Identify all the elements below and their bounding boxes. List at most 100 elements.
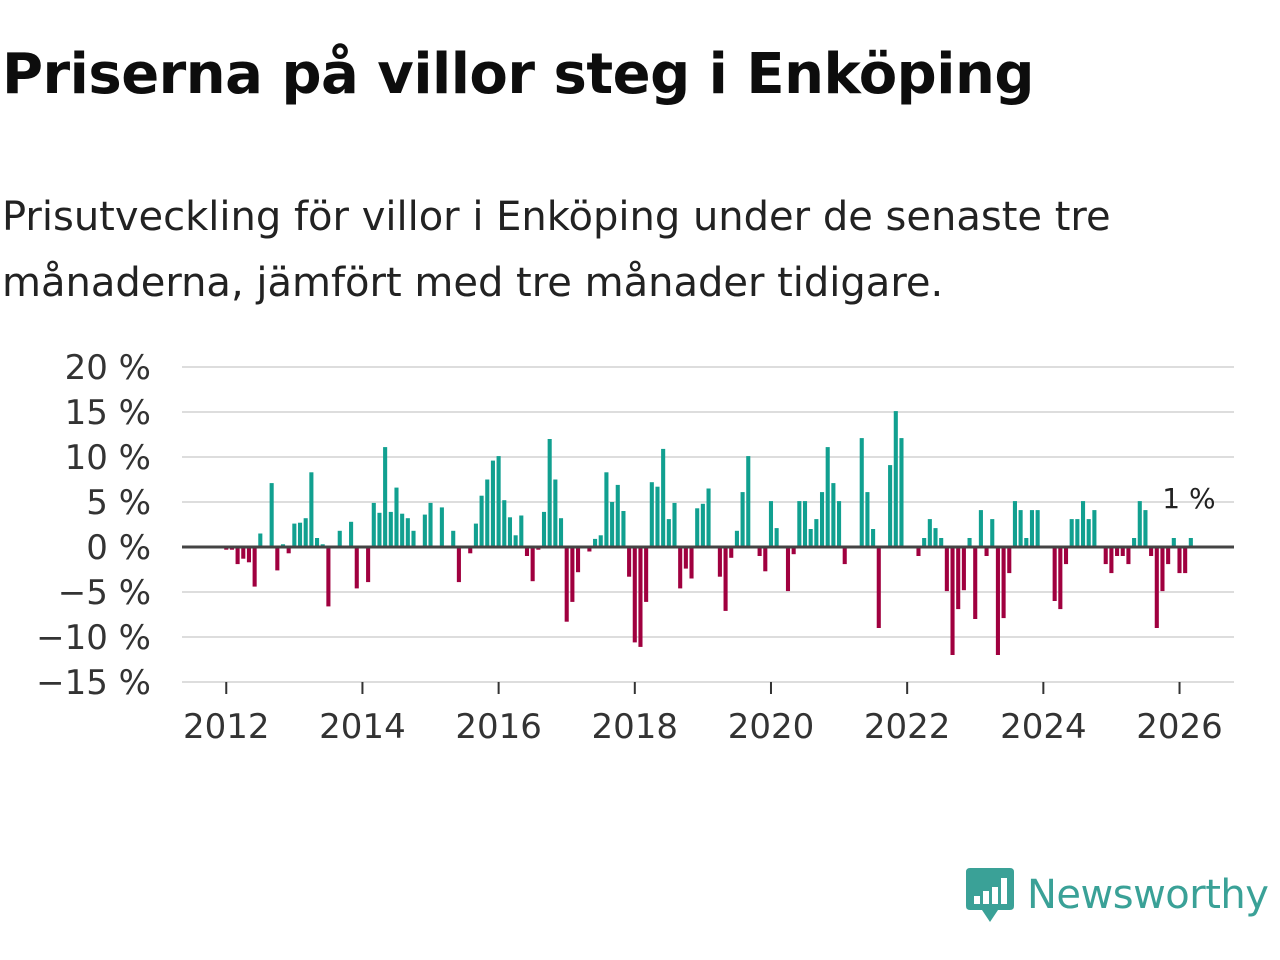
bar <box>349 521 354 547</box>
bar <box>627 547 632 577</box>
bar <box>530 547 535 582</box>
bar <box>808 529 813 547</box>
bar <box>723 547 728 611</box>
bar <box>831 483 836 547</box>
bar <box>1092 510 1097 547</box>
bar <box>485 479 490 547</box>
bar <box>456 547 461 583</box>
bar <box>570 547 575 602</box>
bar <box>1143 510 1148 547</box>
bar <box>576 547 581 573</box>
y-tick-label: 15 % <box>65 393 151 433</box>
bar <box>388 511 393 547</box>
bar <box>292 523 297 547</box>
chart-subtitle: Prisutveckling för villor i Enköping und… <box>2 194 1111 306</box>
newsworthy-logo-icon <box>966 868 1014 922</box>
bar <box>655 486 660 547</box>
bar <box>859 438 864 547</box>
bar <box>1058 547 1063 610</box>
y-tick-label: −10 % <box>36 618 151 658</box>
bar <box>888 465 893 547</box>
bar <box>740 492 745 547</box>
bar <box>638 547 643 647</box>
bar <box>394 487 399 547</box>
bar <box>1029 510 1035 547</box>
bar <box>241 547 246 559</box>
bar <box>797 501 802 547</box>
bar <box>490 460 495 547</box>
bar <box>610 502 615 547</box>
bar <box>729 547 734 558</box>
bar <box>757 547 762 556</box>
x-tick-label: 2014 <box>319 707 406 747</box>
chart-title: Priserna på villor steg i Enköping <box>2 42 1034 107</box>
bar <box>621 511 626 547</box>
newsworthy-logo: Newsworthy <box>965 866 1269 924</box>
bar <box>916 547 921 556</box>
bar <box>746 456 751 547</box>
bar <box>1154 547 1159 628</box>
bar <box>246 547 251 563</box>
bar <box>1080 501 1086 547</box>
bar <box>1086 519 1091 547</box>
bar <box>632 547 637 643</box>
bar <box>1069 519 1074 547</box>
x-tick-label: 2018 <box>592 707 679 747</box>
bar <box>649 482 654 547</box>
bar <box>961 547 966 591</box>
bar <box>666 519 671 547</box>
bar <box>615 484 620 547</box>
bar <box>1063 547 1069 565</box>
bar <box>1052 547 1057 601</box>
bar <box>468 547 473 554</box>
bar <box>524 547 530 556</box>
bar <box>428 502 433 547</box>
bar <box>598 535 603 547</box>
x-tick-label: 2022 <box>864 707 951 747</box>
y-tick-label: 5 % <box>86 483 151 523</box>
bar <box>899 438 904 547</box>
bar <box>269 483 274 547</box>
bar <box>1166 547 1171 565</box>
bar <box>593 538 598 547</box>
bar <box>297 522 303 547</box>
bar <box>366 547 371 583</box>
bar <box>1132 538 1137 547</box>
bar <box>604 472 609 547</box>
bar <box>1109 547 1114 574</box>
bar <box>967 538 972 547</box>
last-value-label: 1 % <box>1162 482 1215 515</box>
bar <box>564 547 569 622</box>
bar <box>309 472 314 547</box>
bar <box>558 518 564 547</box>
bar <box>706 488 711 547</box>
bar <box>717 547 722 577</box>
bar <box>439 507 444 547</box>
bar <box>1126 547 1131 565</box>
bar <box>1024 538 1029 547</box>
bar <box>871 529 876 547</box>
bar <box>842 547 847 565</box>
bar <box>950 547 955 655</box>
bar <box>922 538 927 547</box>
bar <box>1120 547 1125 556</box>
bar <box>1007 547 1012 574</box>
x-tick-label: 2026 <box>1136 707 1223 747</box>
bar <box>825 447 830 547</box>
bar <box>700 503 705 547</box>
bar <box>502 500 507 547</box>
bar <box>990 519 995 547</box>
x-tick-label: 2024 <box>1000 707 1087 747</box>
bar <box>791 547 796 555</box>
bar <box>695 508 700 547</box>
bar <box>377 512 382 547</box>
newsworthy-wordmark: Newsworthy <box>1027 872 1269 918</box>
bar <box>1018 510 1023 547</box>
x-tick-label: 2012 <box>183 707 270 747</box>
bar <box>927 519 932 547</box>
bar <box>944 547 949 592</box>
bar <box>978 510 983 547</box>
bar <box>1115 547 1120 556</box>
bar <box>411 530 416 547</box>
bar-chart: 20 % 15 % 10 % 5 % 0 % −5 % −10 % −15 % 2012 2014… <box>36 348 1234 747</box>
